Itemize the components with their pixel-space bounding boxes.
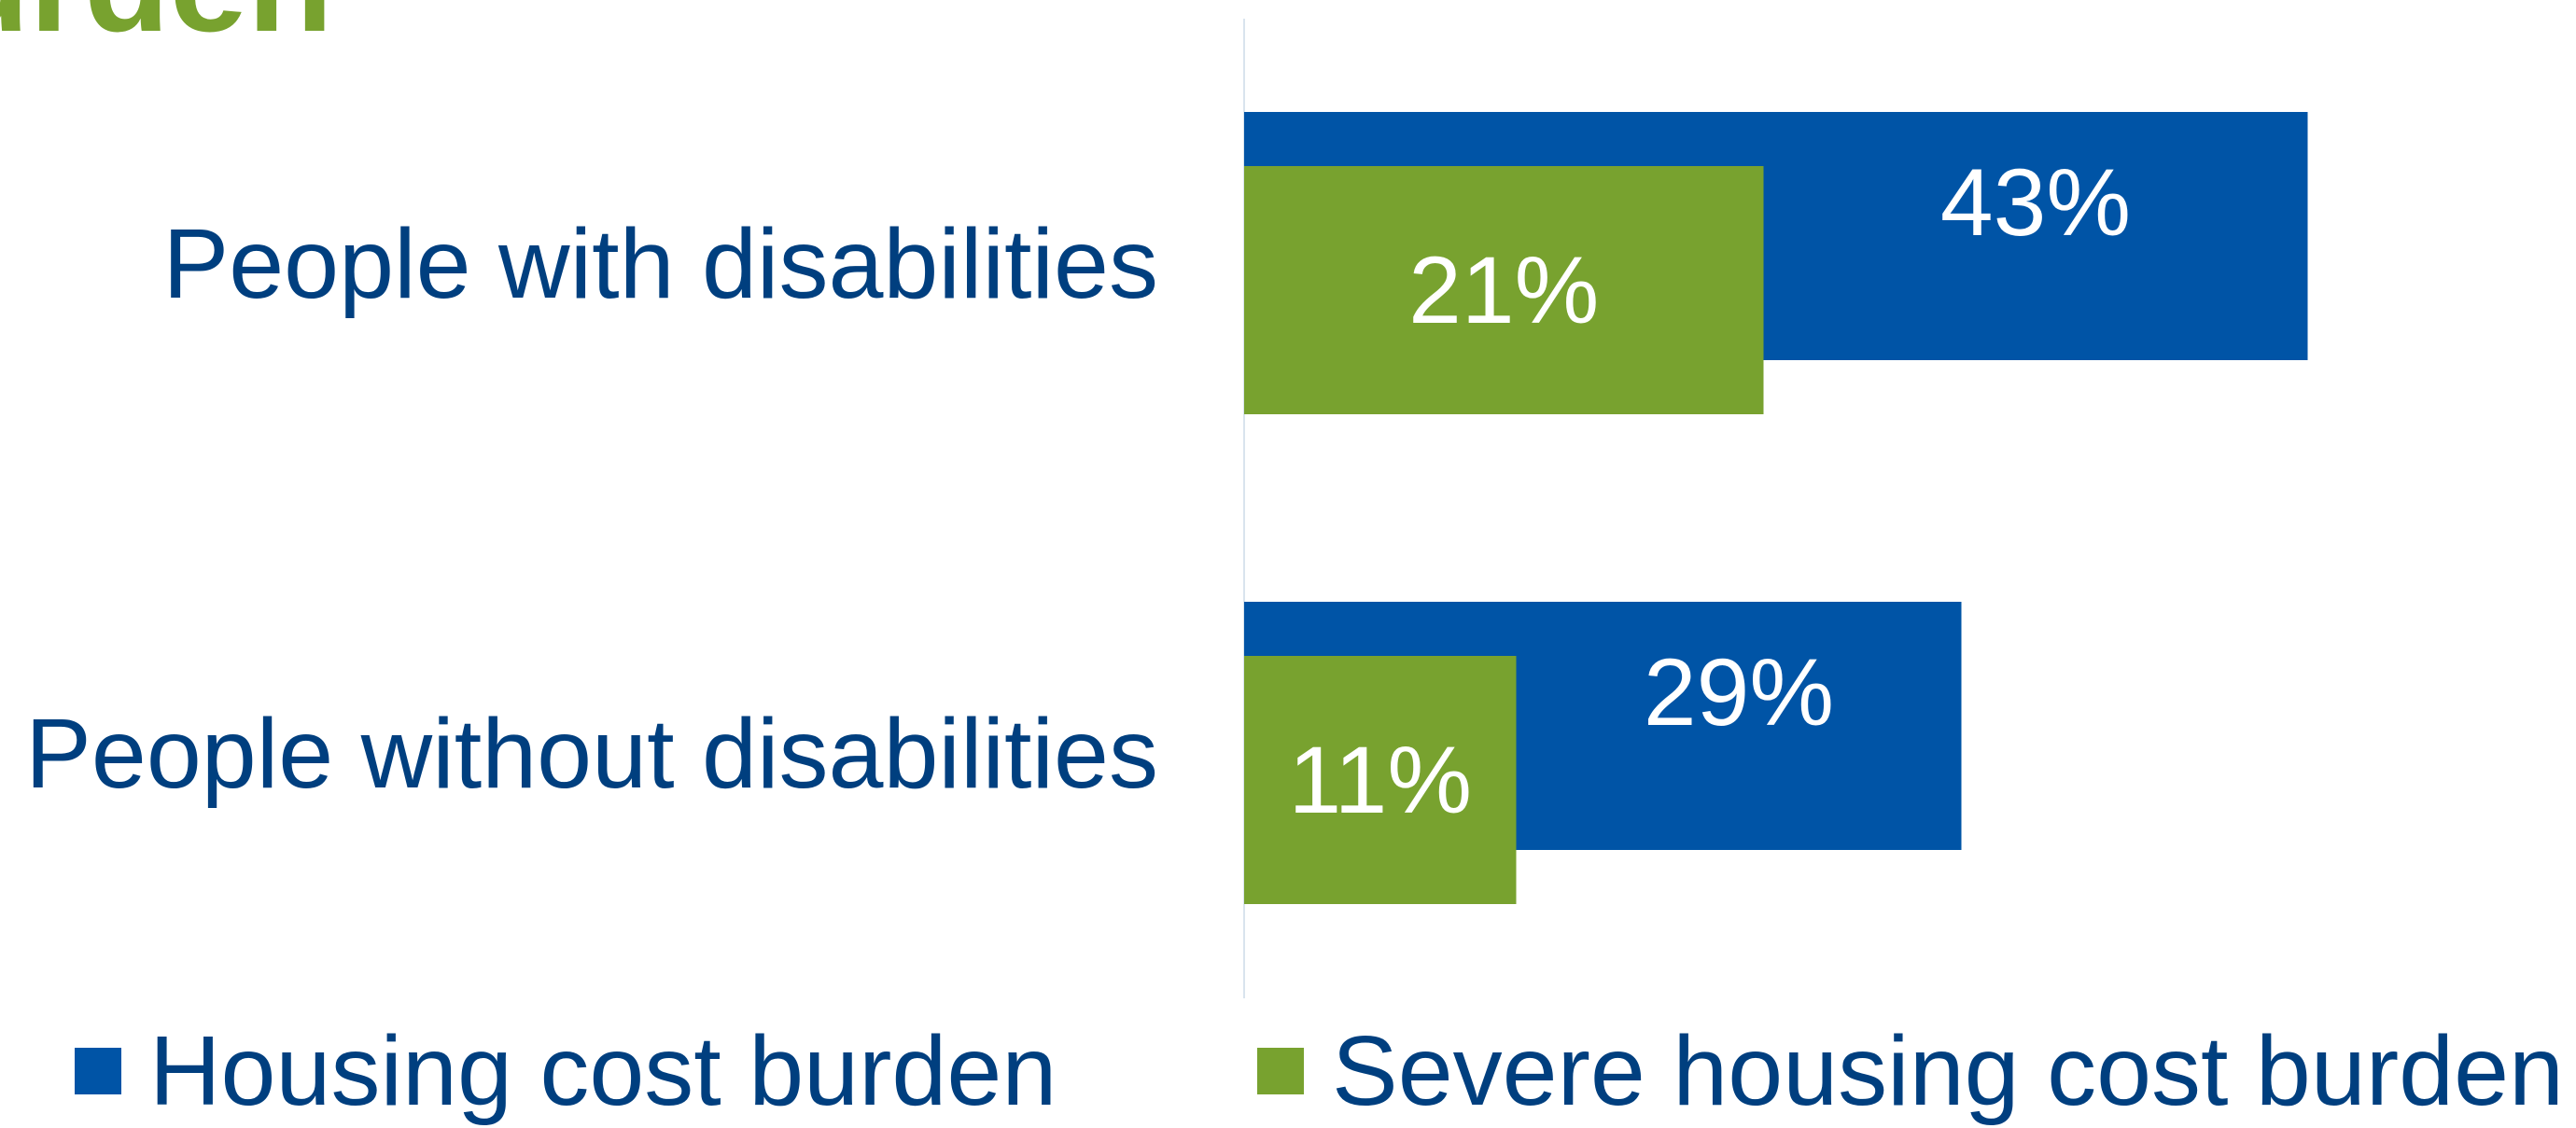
category-label-with-disabilities: People with disabilities [163, 209, 1158, 319]
value-label-housing-with-disabilities: 43% [1940, 149, 2131, 256]
value-label-severe-without-disabilities: 11% [1288, 727, 1472, 833]
labels-layer: People with disabilities 43% 21% People wit… [25, 149, 2131, 833]
bar-severe-with-disabilities [1244, 166, 1764, 414]
legend-swatch-housing [75, 1048, 121, 1094]
legend-swatch-severe [1257, 1048, 1304, 1094]
bar-severe-without-disabilities [1244, 656, 1517, 904]
bar-chart: People with disabilities 43% 21% People wit… [25, 19, 2308, 998]
bars-layer [1244, 112, 2308, 904]
value-label-housing-without-disabilities: 29% [1644, 639, 1834, 745]
legend-item-severe: Severe housing cost burden [1257, 1016, 2564, 1126]
legend-label-severe: Severe housing cost burden [1332, 1015, 2564, 1126]
slide-title-fragment: urden [0, 0, 333, 63]
legend-item-housing: Housing cost burden [75, 1016, 1057, 1126]
category-label-without-disabilities: People without disabilities [25, 699, 1158, 809]
value-label-severe-with-disabilities: 21% [1408, 237, 1599, 343]
legend-label-housing: Housing cost burden [149, 1015, 1057, 1126]
